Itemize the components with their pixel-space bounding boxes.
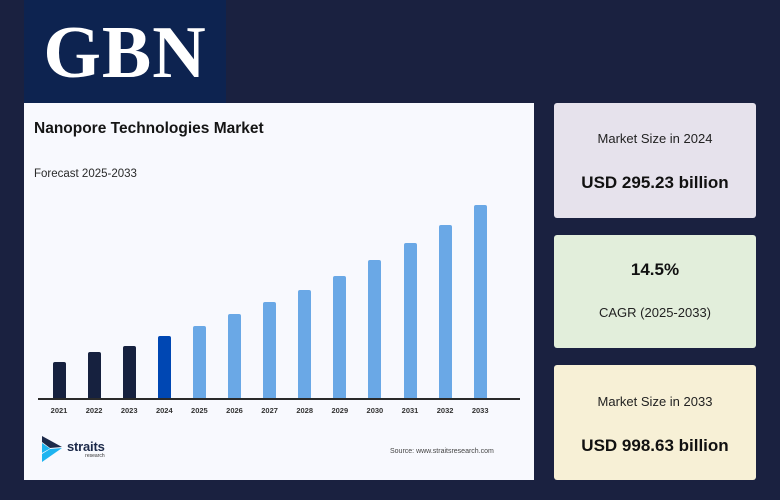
x-tick-label: 2022 [85,406,103,415]
bar-2023 [122,346,136,398]
chart-title: Nanopore Technologies Market [34,120,264,137]
bar-2026 [228,314,241,398]
chart-subtitle: Forecast 2025-2033 [34,168,137,180]
straits-arrow-icon [42,436,64,462]
x-axis-line [38,398,520,400]
bar-2024 [157,336,171,398]
x-tick-label: 2023 [120,406,138,415]
source-text: Source: www.straitsresearch.com [390,448,494,455]
bar-2021 [52,362,66,398]
bar-2029 [333,276,347,398]
stat-label: Market Size in 2033 [597,394,713,409]
gbn-logo: GBN [24,0,226,104]
bar-2031 [403,243,417,398]
x-tick-label: 2033 [471,406,489,415]
x-tick-label: 2021 [50,406,68,415]
x-tick-label: 2029 [331,406,349,415]
x-tick-label: 2025 [191,406,208,415]
bar-2025 [192,326,206,398]
stat-label: Market Size in 2024 [597,131,713,146]
bar-plot-area [38,193,522,398]
stat-card-market-size-2024: Market Size in 2024 USD 295.23 billion [554,103,756,218]
stat-value: 14.5% [630,260,680,279]
bar-2028 [298,290,312,398]
stat-card-cagr: 14.5% CAGR (2025-2033) [554,235,756,348]
x-tick-label: 2026 [226,406,243,415]
bar-2033 [473,205,487,398]
bar-2022 [87,352,101,398]
stat-value: USD 295.23 billion [581,173,729,192]
x-tick-label: 2030 [366,406,384,415]
x-tick-label: 2024 [155,406,173,415]
brand-name: straits [67,438,105,454]
straits-research-logo: straits research [42,436,105,462]
x-tick-label: 2031 [401,406,419,415]
x-tick-label: 2032 [436,406,454,415]
stat-label: CAGR (2025-2033) [599,305,711,320]
bar-2032 [438,225,452,398]
stat-card-market-size-2033: Market Size in 2033 USD 998.63 billion [554,365,756,480]
chart-panel: Nanopore Technologies Market Forecast 20… [24,103,534,480]
bar-2030 [368,260,382,398]
stat-value: USD 998.63 billion [581,436,729,455]
x-tick-label: 2027 [261,406,278,415]
brand-subtext: research [85,452,105,459]
logo-text: GBN [43,12,207,94]
x-tick-label: 2028 [296,406,314,415]
bar-2027 [263,302,277,398]
